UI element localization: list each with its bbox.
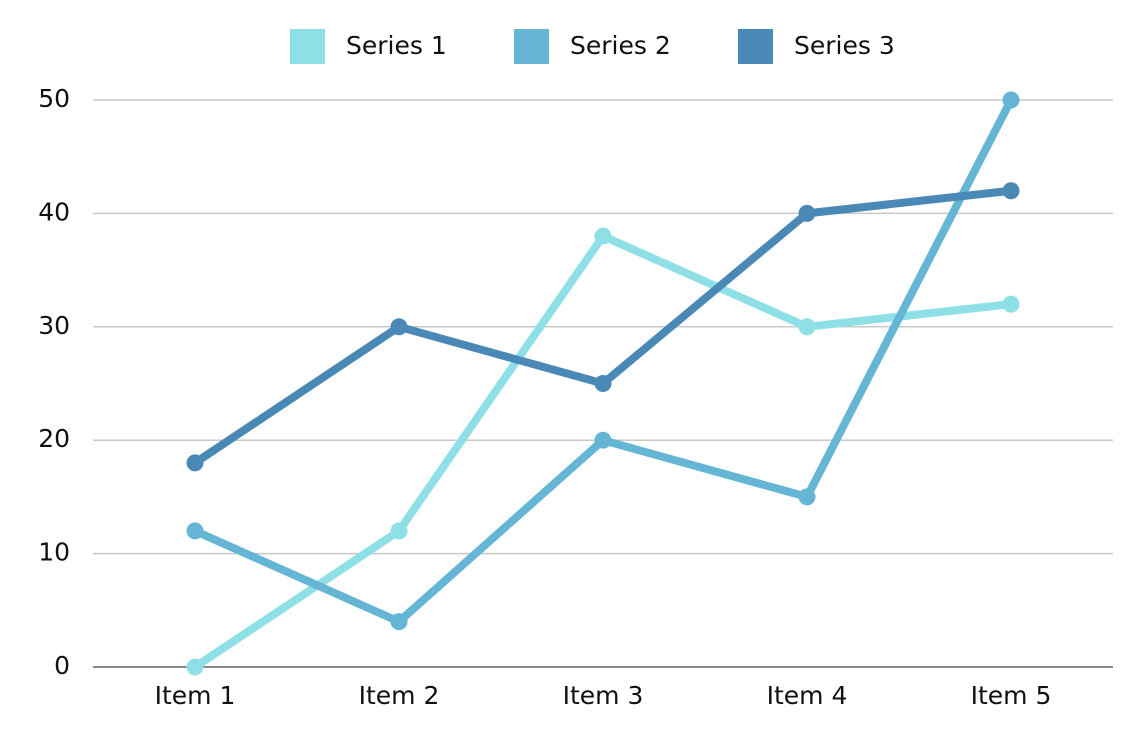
series-line xyxy=(192,232,1012,671)
data-point xyxy=(798,318,816,336)
legend-swatch xyxy=(514,29,549,64)
legend-label: Series 1 xyxy=(346,31,447,60)
data-point xyxy=(390,522,408,540)
data-point xyxy=(594,375,612,392)
data-point xyxy=(390,613,408,631)
data-point xyxy=(186,454,204,472)
y-tick-label: 40 xyxy=(38,197,70,226)
legend-label: Series 2 xyxy=(570,31,671,60)
data-point xyxy=(186,522,204,540)
legend-label: Series 3 xyxy=(794,31,895,60)
data-point xyxy=(798,488,816,506)
data-point xyxy=(1002,91,1020,109)
y-tick-label: 0 xyxy=(54,651,70,680)
data-point xyxy=(1002,182,1020,200)
x-tick-label: Item 4 xyxy=(767,681,848,710)
x-tick-label: Item 3 xyxy=(563,681,644,710)
legend-swatch xyxy=(290,29,325,64)
series-line xyxy=(193,98,1015,626)
x-tick-label: Item 2 xyxy=(359,681,440,710)
legend-swatch xyxy=(738,29,773,64)
x-tick-label: Item 1 xyxy=(155,681,236,710)
x-tick-label: Item 5 xyxy=(971,681,1052,710)
data-point xyxy=(798,204,816,222)
data-point xyxy=(390,318,408,336)
y-tick-label: 20 xyxy=(38,424,70,453)
y-tick-label: 50 xyxy=(38,84,70,113)
data-point xyxy=(186,658,204,676)
data-point xyxy=(1002,295,1020,313)
y-tick-label: 30 xyxy=(38,311,70,340)
data-point xyxy=(594,227,612,245)
y-tick-label: 10 xyxy=(38,538,70,567)
data-point xyxy=(594,431,612,449)
